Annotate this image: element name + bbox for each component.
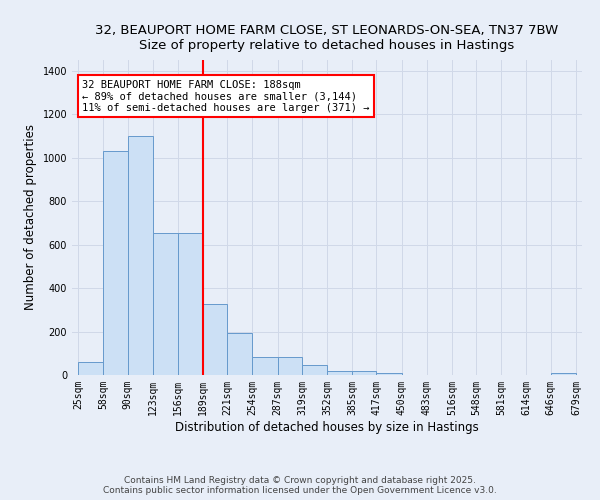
Text: 32 BEAUPORT HOME FARM CLOSE: 188sqm
← 89% of detached houses are smaller (3,144): 32 BEAUPORT HOME FARM CLOSE: 188sqm ← 89… [82,80,370,113]
Bar [376,373,401,375]
Title: 32, BEAUPORT HOME FARM CLOSE, ST LEONARDS-ON-SEA, TN37 7BW
Size of property rela: 32, BEAUPORT HOME FARM CLOSE, ST LEONARD… [95,24,559,52]
Bar [278,356,302,375]
Bar [203,304,227,375]
Bar [227,334,253,375]
Bar [551,373,576,375]
Bar [128,136,152,375]
Bar [78,362,103,375]
Text: Contains HM Land Registry data © Crown copyright and database right 2025.
Contai: Contains HM Land Registry data © Crown c… [103,476,497,495]
Y-axis label: Number of detached properties: Number of detached properties [24,124,37,310]
Bar [352,370,376,375]
Bar [152,232,178,375]
X-axis label: Distribution of detached houses by size in Hastings: Distribution of detached houses by size … [175,420,479,434]
Bar [327,370,352,375]
Bar [302,365,327,375]
Bar [178,232,203,375]
Bar [103,151,128,375]
Bar [253,356,278,375]
